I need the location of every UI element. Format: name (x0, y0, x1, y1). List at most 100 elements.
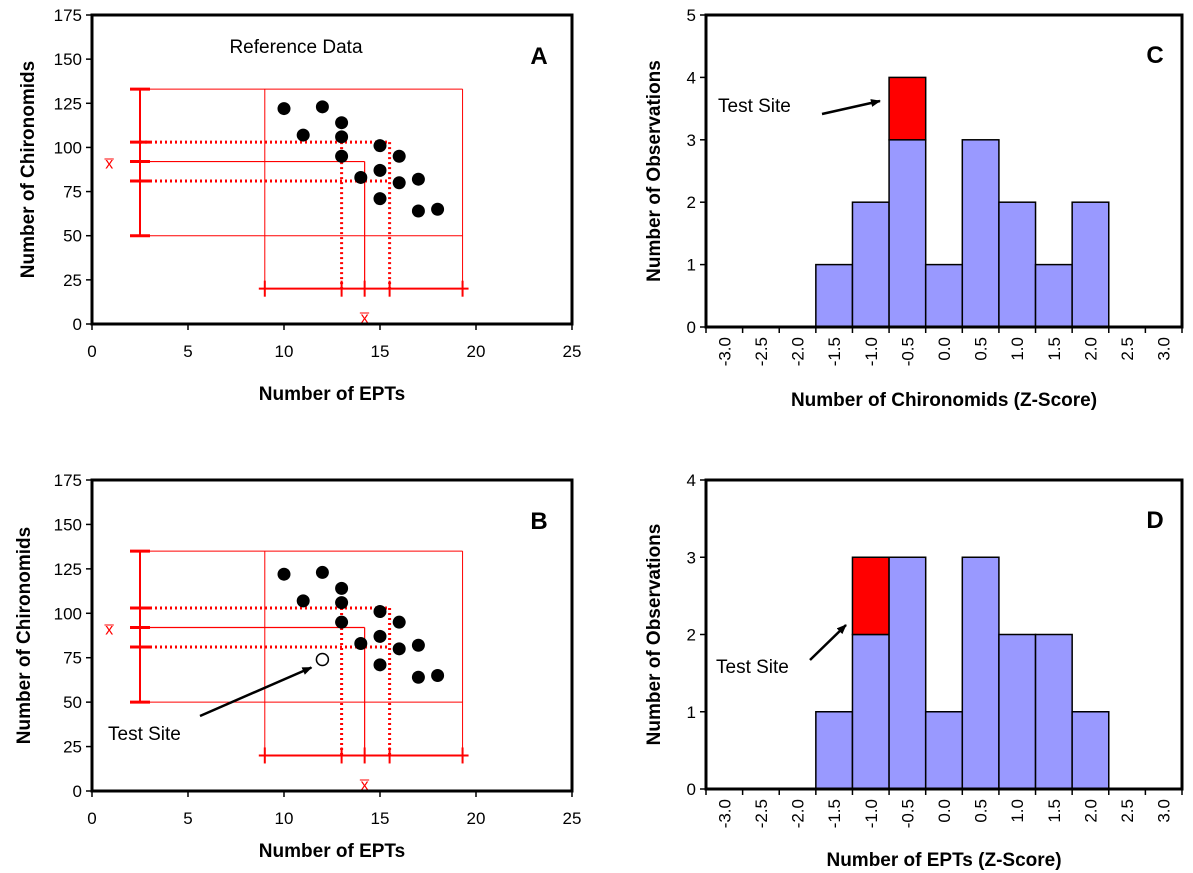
histogram-bar (924, 263, 964, 328)
histogram-bar (998, 633, 1037, 790)
data-point (431, 202, 445, 216)
x-tick-label: -3.0 (715, 799, 734, 828)
x-tick-label: 1.5 (1045, 799, 1064, 823)
data-point (277, 102, 291, 116)
x-tick-label: 25 (563, 342, 582, 361)
test-site-bar (888, 76, 927, 141)
histogram-bar (815, 263, 854, 328)
x-tick-label: 1.0 (1008, 337, 1027, 361)
data-point (373, 605, 387, 619)
x-tick-label: -0.5 (898, 799, 917, 828)
histogram-bar (851, 201, 890, 328)
histogram-bar (851, 633, 890, 790)
y-tick-label: 125 (54, 94, 82, 113)
x-tick-label: 15 (371, 342, 390, 361)
y-tick-label: 25 (63, 738, 82, 757)
y-tick-label: 4 (687, 68, 696, 87)
plot-frame (90, 478, 574, 793)
data-point (354, 636, 368, 650)
histogram-bar (888, 556, 927, 790)
x-tick-label: 0.0 (935, 799, 954, 823)
test-site-arrow (821, 99, 881, 116)
y-tick-label: 1 (687, 703, 696, 722)
histogram-bar (961, 556, 1000, 790)
x-tick-label: -1.5 (825, 799, 844, 828)
data-point (277, 567, 291, 581)
data-point (373, 192, 387, 206)
histogram-bar (924, 711, 964, 790)
x-tick-label: -2.5 (752, 799, 771, 828)
x-tick-label: -2.5 (752, 337, 771, 366)
x-tick-label: 2.0 (1081, 337, 1100, 361)
y-tick-label: 150 (54, 50, 82, 69)
data-point (296, 594, 310, 608)
test-site-arrow (809, 624, 847, 661)
test-site-label: Test Site (108, 724, 181, 745)
x-mean-symbol: x̅ (360, 310, 370, 327)
x-axis-title: Number of EPTs (259, 384, 405, 405)
x-tick-label: 25 (563, 809, 582, 828)
histogram-panel-d: 0 1 2 3 4 Number of EPTs (Z-Score) Number of O… (644, 471, 1184, 871)
x-tick-label: 2.0 (1081, 799, 1100, 823)
x-tick-label: -1.5 (825, 337, 844, 366)
data-point (315, 100, 329, 114)
x-tick-label: 0 (87, 342, 96, 361)
histogram-bar (961, 139, 1000, 328)
test-site-point (315, 652, 330, 667)
x-tick-label: 2.5 (1118, 799, 1137, 823)
plot-frame (704, 478, 1184, 791)
histogram-bar (1071, 201, 1110, 328)
y-mean-symbol: x̅ (104, 156, 114, 173)
data-point (392, 642, 406, 656)
x-axis-title: Number of EPTs (Z-Score) (826, 850, 1061, 871)
data-point (335, 596, 349, 610)
plot-frame (704, 13, 1184, 329)
y-tick-label: 0 (73, 782, 82, 801)
y-axis-title: Number of Chironomids (18, 61, 39, 278)
y-tick-label: 100 (54, 604, 82, 623)
y-tick-label: 2 (687, 193, 696, 212)
y-tick-label: 175 (54, 6, 82, 25)
data-point (373, 139, 387, 153)
x-tick-label: 1.0 (1008, 799, 1027, 823)
histogram-bar (1071, 711, 1110, 790)
x-tick-label: -2.0 (789, 337, 808, 366)
y-tick-label: 5 (687, 6, 696, 25)
data-point (411, 172, 425, 186)
x-tick-label: 15 (371, 809, 390, 828)
data-point (335, 149, 349, 163)
y-tick-label: 50 (63, 693, 82, 712)
test-site-label: Test Site (718, 96, 791, 117)
y-tick-label: 0 (687, 318, 696, 337)
x-tick-label: 3.0 (1155, 799, 1174, 823)
data-point (296, 128, 310, 142)
panel-letter: C (1146, 42, 1163, 69)
panel-letter: A (530, 43, 547, 70)
test-site-arrow (199, 666, 313, 718)
y-tick-label: 3 (687, 131, 696, 150)
x-tick-label: -0.5 (898, 337, 917, 366)
x-tick-label: 0.0 (935, 337, 954, 361)
x-tick-label: 2.5 (1118, 337, 1137, 361)
y-axis-title: Number of Observations (644, 524, 665, 746)
x-tick-label: -1.0 (862, 799, 881, 828)
data-point (354, 170, 368, 184)
x-tick-label: -1.0 (862, 337, 881, 366)
data-point (335, 581, 349, 595)
y-tick-label: 75 (63, 183, 82, 202)
scatter-panel-a: 0 5 10 15 20 25 0 25 50 75 100 125 150 175 Number of E… (18, 6, 581, 405)
data-point (431, 668, 445, 682)
data-point (335, 615, 349, 629)
x-tick-label: 3.0 (1155, 337, 1174, 361)
y-tick-label: 50 (63, 227, 82, 246)
x-tick-label: -2.0 (789, 799, 808, 828)
y-tick-label: 1 (687, 256, 696, 275)
y-axis-title: Number of Chironomids (14, 527, 35, 744)
histogram-bar (888, 139, 927, 328)
data-point (411, 204, 425, 218)
x-tick-label: -3.0 (715, 337, 734, 366)
y-tick-label: 3 (687, 548, 696, 567)
chart-title: Reference Data (229, 37, 363, 58)
x-tick-label: 5 (183, 809, 192, 828)
